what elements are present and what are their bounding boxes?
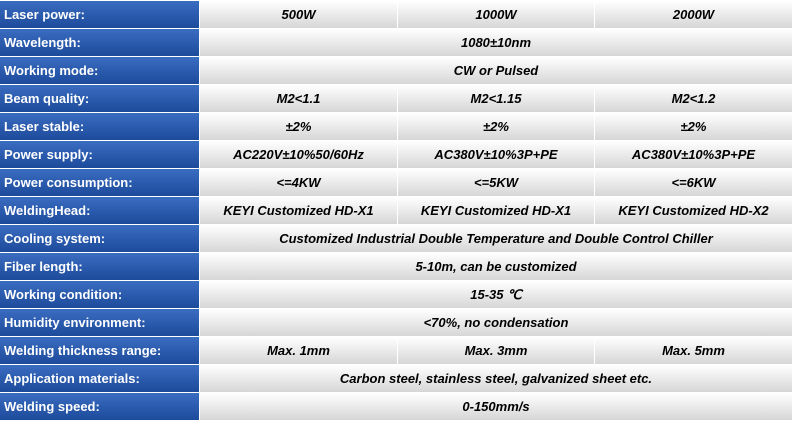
row-value: ±2% (398, 113, 594, 140)
row-label: Fiber length: (0, 253, 199, 280)
row-value: <=6KW (595, 169, 792, 196)
row-value: 500W (200, 1, 397, 28)
row-label: Welding speed: (0, 393, 199, 420)
row-label: Power consumption: (0, 169, 199, 196)
row-value: AC220V±10%50/60Hz (200, 141, 397, 168)
row-value: KEYI Customized HD-X2 (595, 197, 792, 224)
row-value: Max. 3mm (398, 337, 594, 364)
row-value: ±2% (200, 113, 397, 140)
row-label: Working condition: (0, 281, 199, 308)
row-label: Humidity environment: (0, 309, 199, 336)
row-label: Application materials: (0, 365, 199, 392)
row-label: Beam quality: (0, 85, 199, 112)
row-value: 15-35 ℃ (200, 281, 792, 308)
row-value: AC380V±10%3P+PE (398, 141, 594, 168)
row-value: Max. 5mm (595, 337, 792, 364)
row-value: 5-10m, can be customized (200, 253, 792, 280)
row-label: Laser stable: (0, 113, 199, 140)
row-value: 1080±10nm (200, 29, 792, 56)
row-value: M2<1.15 (398, 85, 594, 112)
row-value: 1000W (398, 1, 594, 28)
row-value: M2<1.1 (200, 85, 397, 112)
row-value: <=4KW (200, 169, 397, 196)
row-value: Carbon steel, stainless steel, galvanize… (200, 365, 792, 392)
row-label: Power supply: (0, 141, 199, 168)
row-value: KEYI Customized HD-X1 (200, 197, 397, 224)
row-label: Working mode: (0, 57, 199, 84)
row-label: Wavelength: (0, 29, 199, 56)
row-value: KEYI Customized HD-X1 (398, 197, 594, 224)
row-value: M2<1.2 (595, 85, 792, 112)
row-value: 2000W (595, 1, 792, 28)
row-value: <=5KW (398, 169, 594, 196)
row-label: WeldingHead: (0, 197, 199, 224)
row-value: CW or Pulsed (200, 57, 792, 84)
row-value: ±2% (595, 113, 792, 140)
row-value: AC380V±10%3P+PE (595, 141, 792, 168)
row-label: Laser power: (0, 1, 199, 28)
row-value: Customized Industrial Double Temperature… (200, 225, 792, 252)
row-value: 0-150mm/s (200, 393, 792, 420)
row-value: Max. 1mm (200, 337, 397, 364)
row-label: Welding thickness range: (0, 337, 199, 364)
row-value: <70%, no condensation (200, 309, 792, 336)
row-label: Cooling system: (0, 225, 199, 252)
